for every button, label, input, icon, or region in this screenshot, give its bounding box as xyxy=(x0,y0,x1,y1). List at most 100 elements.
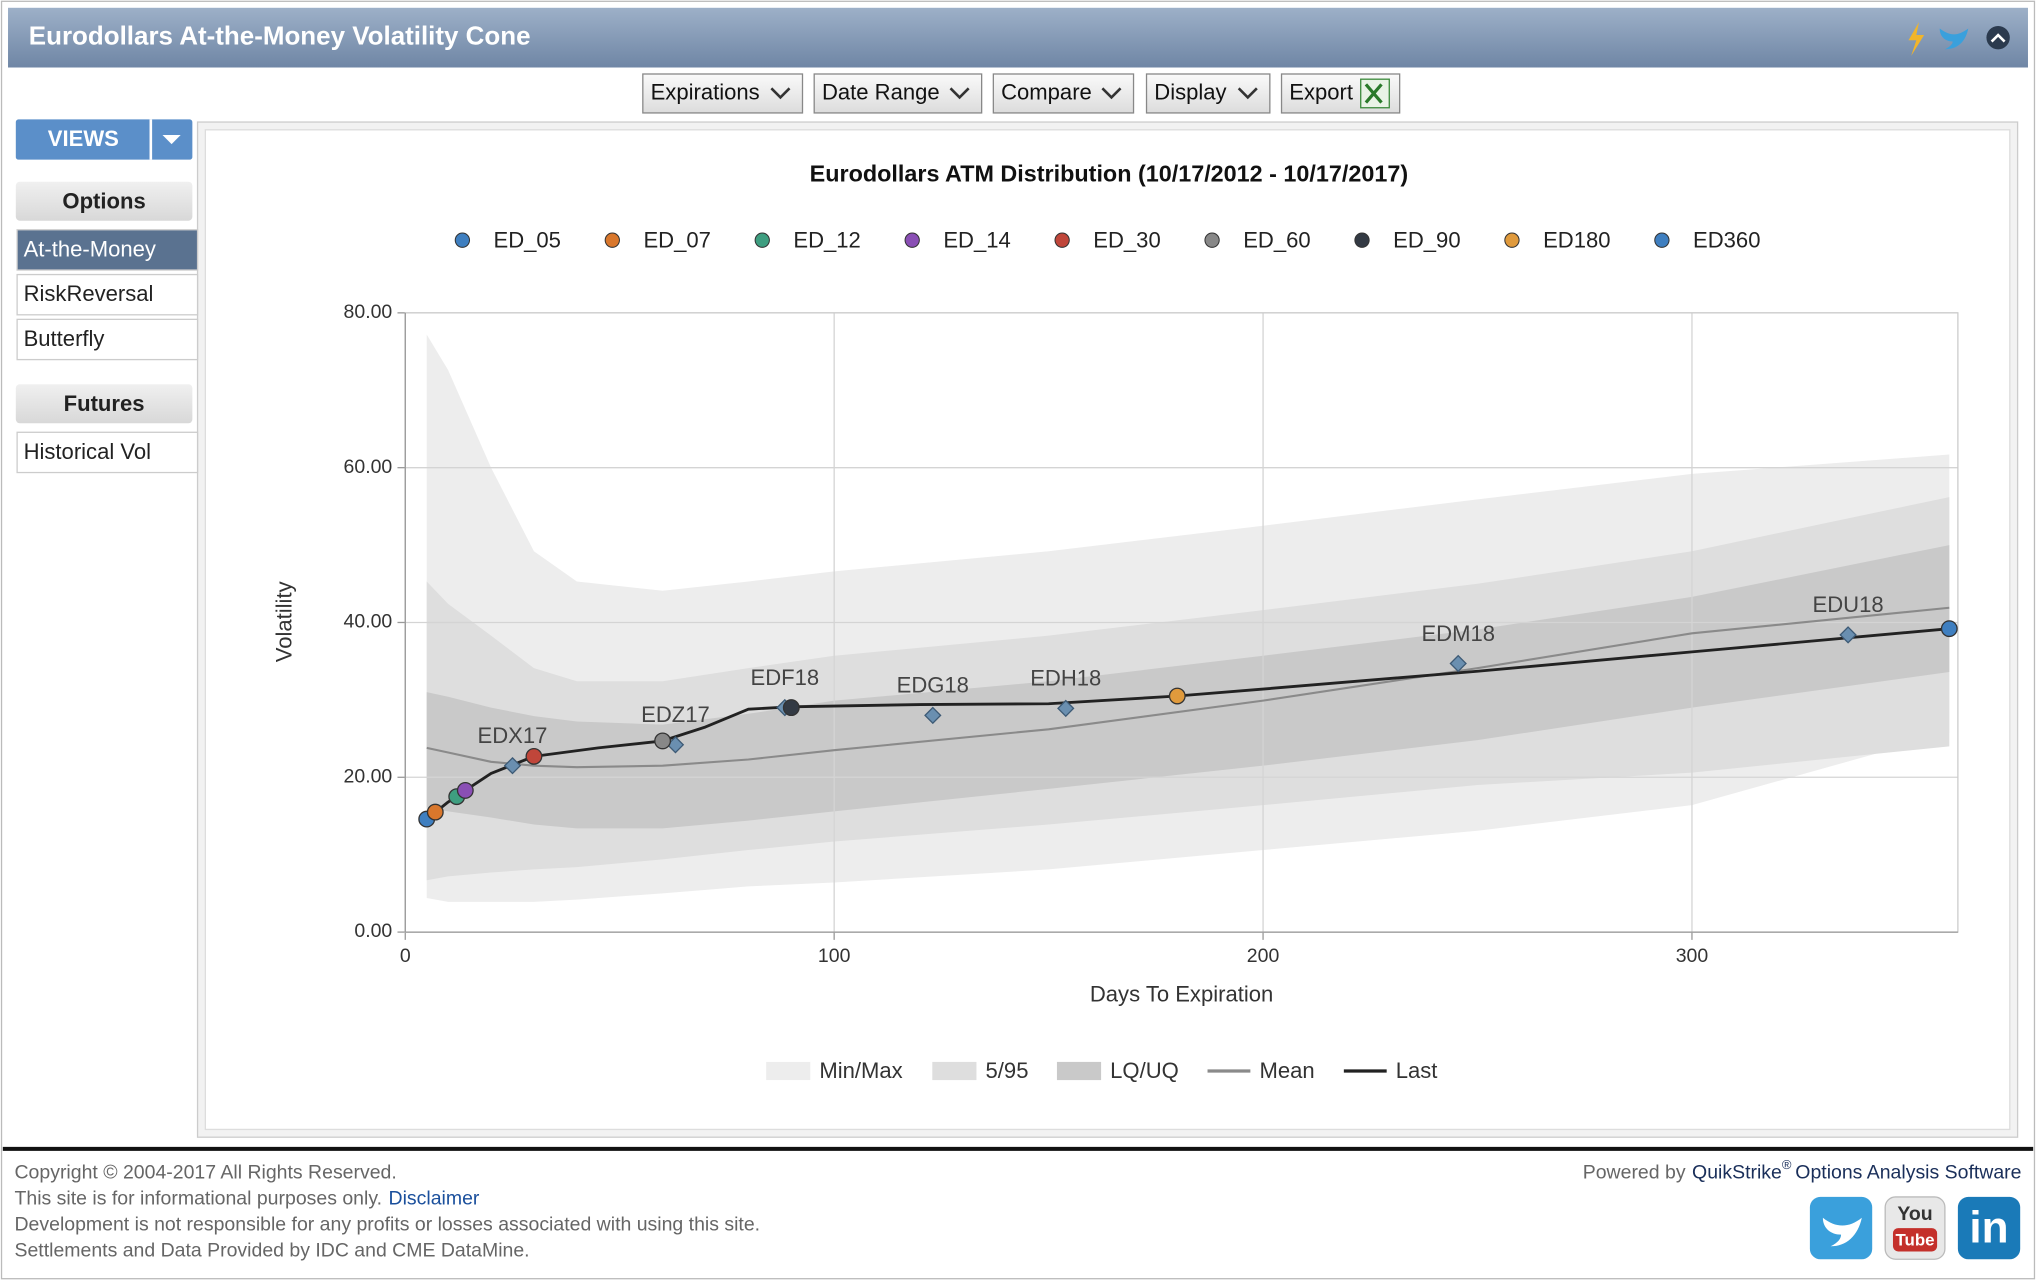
legend-swatch xyxy=(766,1061,811,1081)
sidebar-item[interactable] xyxy=(16,431,199,474)
legend-label: ED_12 xyxy=(793,227,860,252)
legend-label: Min/Max xyxy=(819,1058,902,1083)
expiry-point xyxy=(426,803,444,821)
disclaimer-link[interactable]: Disclaimer xyxy=(389,1188,480,1210)
header-bar xyxy=(8,7,2028,68)
legend-marker xyxy=(1354,232,1370,248)
legend-label: ED_14 xyxy=(943,227,1010,252)
legend-marker xyxy=(1654,232,1670,248)
toolbar-button-label: Export xyxy=(1289,79,1353,104)
y-tick-label: 80.00 xyxy=(344,301,393,323)
contract-label: EDH18 xyxy=(1030,666,1101,691)
sidebar-section-title: Futures xyxy=(64,391,145,416)
contract-marker xyxy=(1449,654,1467,673)
expiry-point xyxy=(456,782,474,799)
dropdown-chevron xyxy=(949,87,970,100)
youtube-you: You xyxy=(1897,1203,1932,1225)
y-axis-label: Volatility xyxy=(272,581,297,662)
youtube-tube: Tube xyxy=(1896,1231,1935,1250)
excel-x xyxy=(1364,83,1383,104)
dropdown-chevron xyxy=(1101,87,1122,100)
x-tick-label: 200 xyxy=(1247,945,1280,967)
contract-label: EDU18 xyxy=(1813,592,1884,617)
x-tick-label: 100 xyxy=(818,945,851,967)
contract-marker xyxy=(1057,699,1075,718)
contract-marker xyxy=(924,706,942,725)
collapse-icon[interactable] xyxy=(1986,25,2010,50)
youtube-badge xyxy=(1892,1228,1938,1252)
legend-marker xyxy=(904,232,920,248)
contract-marker xyxy=(503,756,522,775)
brand-name[interactable]: QuikStrike xyxy=(1692,1162,1782,1184)
series-line xyxy=(425,627,1950,821)
y-tick-label: 60.00 xyxy=(344,456,393,478)
chart-title: Eurodollars ATM Distribution (10/17/2012… xyxy=(810,160,1408,186)
legend-swatch xyxy=(932,1061,977,1081)
contract-label: EDF18 xyxy=(751,665,820,690)
alert-icon[interactable] xyxy=(1908,22,1925,56)
legend-label: ED_60 xyxy=(1243,227,1310,252)
dropdown-chevron xyxy=(770,87,791,100)
contract-label: EDZ17 xyxy=(641,702,710,727)
footer-line: Settlements and Data Provided by IDC and… xyxy=(15,1240,530,1262)
legend-marker xyxy=(754,232,770,248)
legend-marker xyxy=(1204,232,1220,248)
views-button[interactable] xyxy=(15,119,193,160)
x-tick-label: 300 xyxy=(1676,945,1709,967)
expiry-point xyxy=(525,747,543,765)
linkedin-in: in xyxy=(1969,1203,2008,1252)
sidebar-item-label: At-the-Money xyxy=(24,236,156,261)
legend-label: ED_05 xyxy=(494,227,561,252)
legend-label: LQ/UQ xyxy=(1110,1058,1179,1083)
twitter-icon[interactable] xyxy=(1939,28,1969,50)
sidebar-item[interactable] xyxy=(16,273,199,316)
expiry-point xyxy=(654,732,672,750)
toolbar-button-label: Expirations xyxy=(651,79,760,104)
band-area xyxy=(426,545,1950,829)
y-tick-label: 40.00 xyxy=(344,611,393,633)
sidebar-item[interactable] xyxy=(16,318,199,361)
contract-label: EDX17 xyxy=(478,723,548,748)
legend-marker xyxy=(1504,232,1520,248)
views-caret xyxy=(162,135,181,145)
footer-text: Settlements and Data Provided by IDC and… xyxy=(15,1240,530,1262)
contract-label: EDG18 xyxy=(897,673,969,698)
legend-label: 5/95 xyxy=(986,1058,1029,1083)
linkedin-button[interactable] xyxy=(1957,1196,2021,1260)
expiry-point xyxy=(782,699,800,717)
contract-marker xyxy=(1839,626,1857,644)
toolbar-button-label: Compare xyxy=(1001,79,1092,104)
sidebar-section-title: Options xyxy=(62,188,145,213)
series-line xyxy=(426,606,1950,769)
toolbar-button[interactable] xyxy=(1145,73,1271,114)
x-tick-label: 0 xyxy=(400,945,411,967)
legend-label: ED_30 xyxy=(1093,227,1160,252)
powered-by: Powered by QuikStrike® Options Analysis So… xyxy=(1583,1157,2022,1184)
y-tick-label: 0.00 xyxy=(354,920,392,942)
sidebar-item-label: RiskReversal xyxy=(24,281,154,306)
x-axis-label: Days To Expiration xyxy=(1090,982,1273,1007)
toolbar-button[interactable] xyxy=(813,73,983,114)
legend-label: ED_90 xyxy=(1393,227,1460,252)
y-tick-label: 20.00 xyxy=(344,765,393,787)
toolbar-button-label: Date Range xyxy=(822,79,940,104)
sidebar-section xyxy=(15,384,193,424)
legend-label: ED360 xyxy=(1693,227,1760,252)
product-name: Options Analysis Software xyxy=(1795,1162,2021,1184)
legend-marker xyxy=(1054,232,1070,248)
social-icons: You Tube in xyxy=(1809,1196,2021,1260)
sidebar-section xyxy=(15,181,193,221)
toolbar-button[interactable] xyxy=(992,73,1135,114)
footer-text: Development is not responsible for any p… xyxy=(15,1214,761,1236)
legend-label: Mean xyxy=(1259,1058,1314,1083)
views-label: VIEWS xyxy=(48,126,119,151)
footer-line: Copyright © 2004-2017 All Rights Reserve… xyxy=(15,1162,397,1184)
sidebar-item-label: Butterfly xyxy=(24,326,105,351)
legend-label: ED180 xyxy=(1543,227,1610,252)
footer-line: This site is for informational purposes … xyxy=(15,1188,383,1210)
legend-label: ED_07 xyxy=(643,227,710,252)
contract-label: EDM18 xyxy=(1421,621,1495,646)
sidebar-item[interactable] xyxy=(16,229,199,271)
